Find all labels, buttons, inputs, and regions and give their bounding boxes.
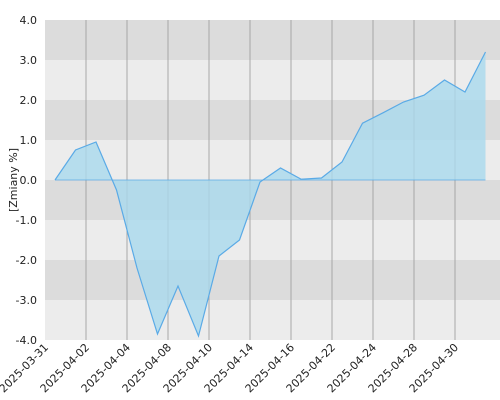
line bbox=[54, 51, 487, 338]
y-axis-label: [Zmiany %] bbox=[7, 148, 20, 212]
area-fill bbox=[55, 52, 486, 336]
y-tick-label: 2.0 bbox=[20, 94, 38, 107]
grid-band bbox=[45, 60, 500, 100]
grid-band bbox=[45, 20, 500, 60]
plot bbox=[54, 51, 487, 338]
grid-band bbox=[45, 260, 500, 300]
y-tick-label: 4.0 bbox=[20, 14, 38, 27]
y-tick-label: 3.0 bbox=[20, 54, 38, 67]
grid-band bbox=[45, 180, 500, 220]
y-tick-label: -4.0 bbox=[16, 334, 37, 347]
y-tick-label: 1.0 bbox=[20, 134, 38, 147]
grid-band bbox=[45, 300, 500, 340]
y-tick-label: -1.0 bbox=[16, 214, 37, 227]
grid-band bbox=[45, 220, 500, 260]
y-tick-label: -2.0 bbox=[16, 254, 37, 267]
y-tick-label: 0.0 bbox=[20, 174, 38, 187]
y-tick-label: -3.0 bbox=[16, 294, 37, 307]
